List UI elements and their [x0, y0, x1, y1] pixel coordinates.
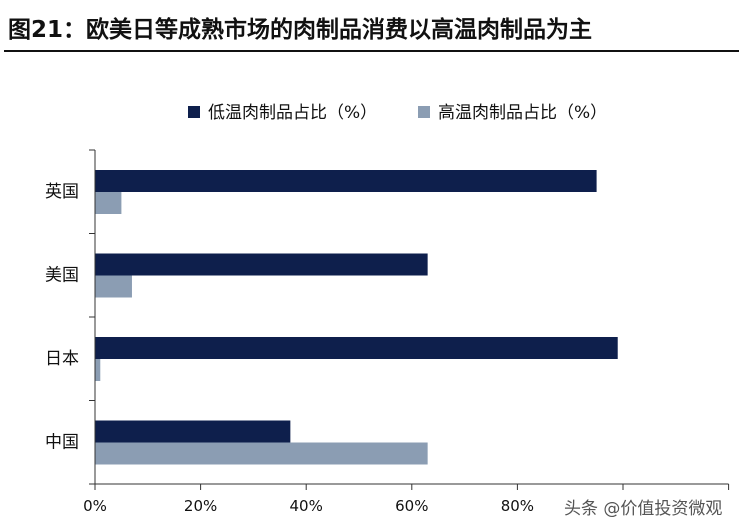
- watermark: 头条 @价值投资微观: [564, 499, 723, 519]
- x-tick-label: 20%: [184, 497, 217, 515]
- chart-title: 图21：欧美日等成熟市场的肉制品消费以高温肉制品为主: [8, 17, 593, 43]
- bar-low-temp-3: [95, 420, 291, 443]
- legend-label-0: 低温肉制品占比（%）: [208, 103, 377, 123]
- title-underline: [4, 50, 739, 52]
- category-label: 日本: [45, 349, 79, 369]
- bar-high-temp-2: [95, 359, 101, 381]
- x-tick-label: 60%: [395, 497, 428, 515]
- legend-swatch-1: [418, 106, 430, 118]
- bar-low-temp-1: [95, 253, 428, 276]
- category-label: 英国: [45, 182, 79, 202]
- legend-label-1: 高温肉制品占比（%）: [438, 103, 607, 123]
- bar-low-temp-2: [95, 337, 618, 359]
- axes: [89, 149, 730, 490]
- legend-swatch-0: [188, 106, 200, 118]
- category-label: 中国: [45, 433, 79, 453]
- category-label: 美国: [45, 266, 79, 286]
- bar-high-temp-3: [95, 442, 428, 465]
- legend: 低温肉制品占比（%） 高温肉制品占比（%）: [188, 103, 607, 123]
- x-tick-label: 0%: [83, 497, 107, 515]
- bar-low-temp-0: [95, 170, 597, 192]
- bar-high-temp-0: [95, 192, 122, 214]
- bars: [95, 170, 618, 465]
- bar-high-temp-1: [95, 275, 132, 298]
- x-tick-label: 40%: [290, 497, 323, 515]
- x-tick-label: 80%: [501, 497, 534, 515]
